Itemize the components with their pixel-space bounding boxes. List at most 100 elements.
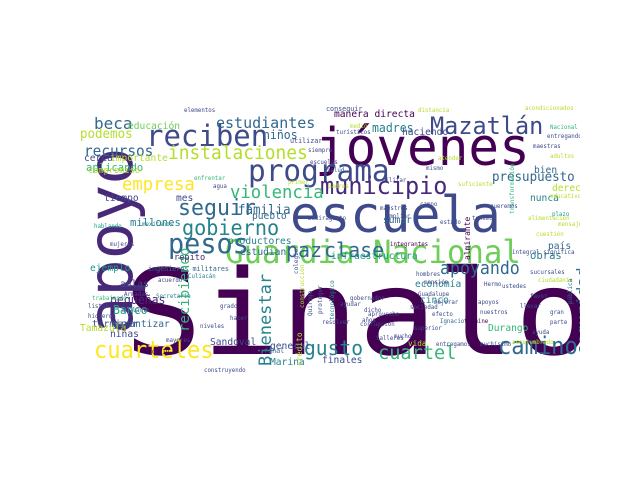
word-acostumbrado: acostumbrado — [512, 339, 554, 346]
word-llevar: llevar — [520, 303, 541, 310]
word-secretaria: Secretaría — [156, 293, 191, 300]
word-acuerdo: acuerdo — [158, 277, 183, 284]
word-anos: años — [362, 317, 376, 324]
word-ayuda: ayuda — [532, 329, 550, 336]
word-alimentacion: alimentación — [528, 215, 570, 222]
word-banco: Banco — [113, 303, 148, 317]
word-distancia: distancia — [418, 107, 450, 114]
word-pension: pensión — [424, 279, 449, 286]
word-tecnologico: tecnológico — [329, 280, 336, 320]
word-agua: agua — [213, 183, 227, 190]
word-militar: militar — [382, 177, 407, 184]
word-educacion: educación — [128, 121, 181, 132]
word-podemos: podemos — [80, 127, 133, 142]
word-cuestion: cuestión — [536, 231, 564, 238]
word-ingenieros-militares: ingenieros militares — [148, 265, 229, 273]
word-almirante: almirante — [463, 216, 472, 260]
word-gobierno: gobierno — [182, 216, 280, 240]
word-garantizar: garantizar — [112, 319, 170, 330]
word-tenemos: tenemos — [472, 215, 497, 222]
word-final: final — [264, 347, 285, 355]
word-ayudar: ayudar — [340, 301, 361, 308]
word-municipio: municipio — [320, 172, 448, 200]
word-beca: beca — [94, 114, 133, 133]
word-hablando: hablando — [94, 223, 122, 230]
word-tiempo: tiempo — [104, 193, 139, 204]
word-publica: pública — [567, 278, 574, 304]
word-educativo: educativo — [550, 193, 580, 200]
word-gobernador: gobernador — [350, 295, 385, 302]
word-cuarteles: cuarteles — [94, 336, 214, 364]
word-turisticos: turísticos — [336, 129, 371, 136]
word-mexicanos: mexicanos — [142, 221, 174, 228]
word-obras: obras — [530, 249, 562, 262]
word-escuela: escuela — [290, 186, 501, 244]
word-corrupcion: corrupción — [360, 321, 395, 328]
word-conseguir: conseguir — [326, 105, 363, 113]
word-mes: mes — [176, 193, 194, 204]
word-grado: grado — [220, 303, 238, 310]
word-nuestros: nuestros — [480, 309, 508, 316]
word-trabajando: trabajando — [92, 295, 127, 302]
word-economia: economía — [415, 279, 462, 290]
word-aulas: aulas — [120, 279, 149, 290]
word-mazatlan: Mazatlán — [430, 112, 544, 140]
word-maestras: maestras — [533, 143, 561, 150]
word-sinaloa: Sinaloa — [124, 244, 580, 376]
word-tamazula: Tamazula — [80, 323, 127, 334]
word-instalaciones: instalaciones — [168, 142, 308, 164]
word-parte: parte — [550, 319, 568, 326]
word-cuartel: cuartel — [378, 342, 457, 364]
word-mayores: mayores — [166, 337, 191, 344]
word-construccion: construcción — [299, 264, 306, 308]
word-siempre: siempre — [308, 147, 333, 154]
word-mucho: mucho — [394, 333, 412, 340]
word-seguir: seguir — [178, 196, 256, 221]
word-mensaje: mensaje — [558, 221, 580, 228]
word-liston: listón — [88, 303, 109, 310]
word-aprovecho: aprovecho — [368, 311, 400, 318]
word-hicieron: hicieron — [88, 313, 116, 320]
word-nacional: Nacional — [550, 124, 578, 131]
word-violencia: violencia — [230, 182, 324, 203]
word-quiroga: Quiroga — [307, 290, 314, 316]
word-reciben: reciben — [146, 119, 269, 153]
word-atender: atender — [438, 155, 463, 162]
word-paz: paz — [286, 238, 323, 262]
word-estado: estado — [440, 219, 461, 226]
word-sociedad: sociedad — [410, 304, 438, 311]
word-queremos: queremos — [490, 203, 518, 210]
word-enfrentar: enfrentar — [194, 175, 226, 182]
word-culiacan: Culiacán — [188, 273, 216, 280]
word-mujeres: mujeres — [110, 241, 135, 248]
word-apoyando: apoyando — [440, 258, 520, 279]
word-ninas: niñas — [110, 329, 139, 340]
word-general: general — [270, 341, 311, 352]
word-productores: productores — [228, 236, 292, 247]
word-marina: Marina — [270, 357, 305, 368]
word-talleres: talleres — [376, 335, 404, 342]
word-integrantes: integrantes — [390, 241, 429, 248]
word-guadalupe: Guadalupe — [418, 291, 450, 298]
word-sucursales: sucursales — [530, 269, 565, 276]
word-elementos: elementos — [184, 107, 216, 114]
word-hacer: hacer — [230, 315, 248, 322]
word-clase: clase — [324, 238, 385, 262]
word-superior: superior — [414, 325, 442, 332]
word-utilizar: utilizar — [290, 137, 323, 145]
word-cloud: SinaloaescuelajóvenesapoyoGuardia Nacion… — [80, 104, 580, 376]
word-infraestructura: infraestructura — [331, 251, 418, 262]
word-dicho: dicho — [364, 307, 382, 314]
word-proteger: proteger — [317, 285, 324, 314]
word-badiraguato: Badiraguato — [308, 215, 347, 222]
word-millones: millones — [130, 216, 181, 229]
word-familia: familia — [238, 203, 291, 218]
word-durango: Durango — [488, 323, 529, 334]
word-madres: madres — [372, 121, 414, 135]
word-manera-directa: manera directa — [334, 109, 415, 120]
word-credito: crédito — [295, 332, 304, 366]
word-armadas: Armadas — [124, 291, 149, 298]
word-adultos: adultos — [550, 153, 575, 160]
word-bien: bien — [534, 165, 558, 176]
word-mismo: mismo — [426, 165, 444, 172]
